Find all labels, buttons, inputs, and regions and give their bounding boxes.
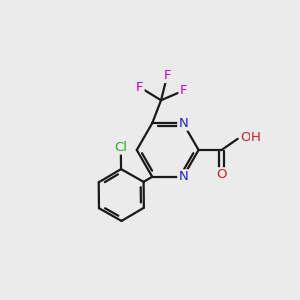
Text: O: O bbox=[240, 131, 250, 144]
Text: F: F bbox=[179, 84, 187, 97]
Text: Cl: Cl bbox=[114, 140, 127, 154]
Text: N: N bbox=[178, 117, 188, 130]
Text: F: F bbox=[136, 81, 144, 94]
Text: F: F bbox=[164, 69, 172, 82]
Text: O: O bbox=[216, 168, 227, 181]
Text: N: N bbox=[178, 170, 188, 183]
Text: H: H bbox=[251, 131, 261, 144]
